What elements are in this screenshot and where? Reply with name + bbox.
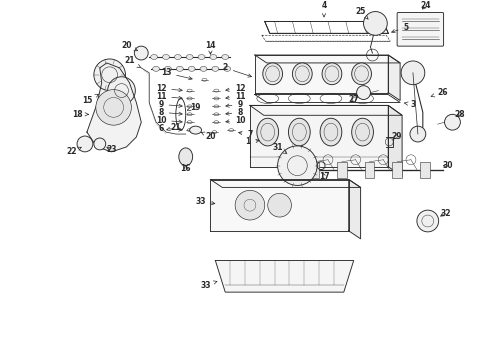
Ellipse shape [322,63,342,85]
Text: 31: 31 [272,143,287,153]
Circle shape [134,46,148,60]
Text: 7: 7 [239,130,253,139]
Bar [309,162,319,177]
Text: 30: 30 [442,161,453,170]
Circle shape [235,190,265,220]
Ellipse shape [289,118,310,146]
Ellipse shape [150,54,158,59]
Text: 15: 15 [82,94,98,105]
Text: 12: 12 [226,84,245,93]
Polygon shape [349,180,361,239]
Text: 9: 9 [226,100,243,109]
Text: 21: 21 [167,123,181,132]
Text: 3: 3 [404,100,416,109]
Ellipse shape [257,118,279,146]
Polygon shape [388,105,402,176]
Polygon shape [255,55,400,63]
Polygon shape [388,55,400,100]
Text: 13: 13 [161,68,192,80]
Circle shape [444,114,461,130]
Ellipse shape [176,66,183,71]
Ellipse shape [188,66,195,71]
Text: 20: 20 [121,41,138,51]
Text: 12: 12 [156,84,182,93]
Text: 8: 8 [226,108,243,117]
Text: 16: 16 [180,164,191,173]
FancyBboxPatch shape [397,13,443,46]
Circle shape [278,146,317,185]
Text: 17: 17 [318,172,329,181]
Ellipse shape [210,54,217,59]
Circle shape [417,210,439,232]
Ellipse shape [165,66,172,71]
Text: 27: 27 [348,95,359,104]
Circle shape [364,12,387,35]
Ellipse shape [152,66,160,71]
Text: 1: 1 [245,138,259,147]
Circle shape [94,138,106,150]
Polygon shape [216,261,354,292]
Text: 25: 25 [355,7,368,19]
Circle shape [401,61,425,85]
Ellipse shape [186,54,193,59]
Ellipse shape [212,66,219,71]
Polygon shape [210,180,361,188]
Ellipse shape [224,66,231,71]
Ellipse shape [163,54,170,59]
Text: 5: 5 [392,23,409,33]
Text: 21: 21 [124,57,141,67]
Text: 23: 23 [106,145,117,154]
Circle shape [77,136,93,152]
Text: 18: 18 [72,110,88,119]
Text: 6: 6 [158,123,182,132]
Ellipse shape [293,63,312,85]
Circle shape [94,59,125,91]
Polygon shape [210,180,349,231]
Ellipse shape [190,126,201,134]
Ellipse shape [352,63,371,85]
Bar [420,162,430,177]
Text: 4: 4 [321,1,327,17]
Text: 19: 19 [187,103,201,112]
Text: 33: 33 [196,197,215,206]
Polygon shape [250,105,388,167]
Circle shape [410,126,426,142]
Text: 8: 8 [158,108,182,117]
Polygon shape [87,63,141,152]
Ellipse shape [174,54,181,59]
Circle shape [108,77,135,104]
Bar [337,162,347,177]
Ellipse shape [222,54,229,59]
Text: 9: 9 [158,100,182,109]
Text: 10: 10 [156,116,182,125]
Ellipse shape [200,66,207,71]
Text: 14: 14 [205,41,216,54]
Text: 11: 11 [226,92,245,101]
Text: 28: 28 [454,110,465,119]
Text: 33: 33 [200,281,217,290]
Ellipse shape [198,54,205,59]
Text: 22: 22 [67,147,81,156]
Text: 10: 10 [226,116,245,125]
Polygon shape [255,55,388,93]
Text: 32: 32 [441,208,451,217]
Ellipse shape [263,63,283,85]
Polygon shape [250,105,402,115]
Text: 11: 11 [156,92,182,101]
Text: 2: 2 [222,63,251,77]
Circle shape [268,193,292,217]
Text: 29: 29 [391,131,401,140]
Bar [392,162,402,177]
Ellipse shape [320,118,342,146]
Circle shape [96,90,131,125]
Text: 26: 26 [431,88,448,97]
Text: 20: 20 [201,131,216,140]
Text: 24: 24 [420,1,431,10]
Ellipse shape [179,148,193,166]
Ellipse shape [352,118,373,146]
Circle shape [357,86,370,99]
Bar [365,162,374,177]
